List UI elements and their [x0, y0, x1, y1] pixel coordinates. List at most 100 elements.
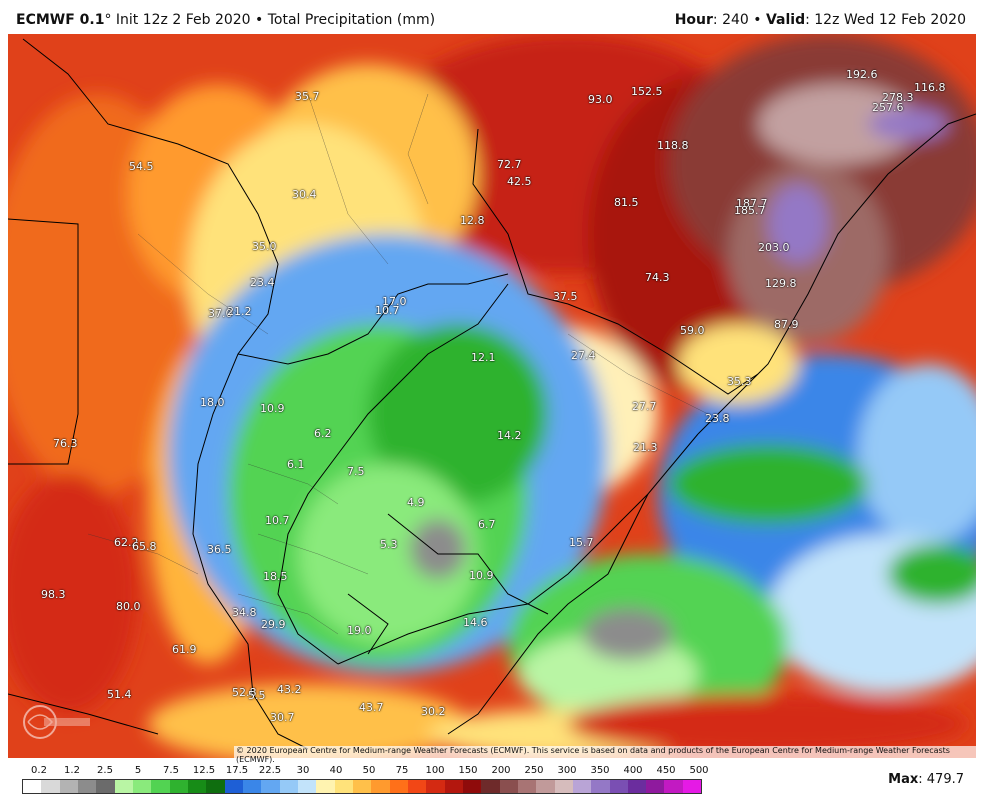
map-value-label: 118.8 [657, 139, 689, 152]
legend-tick-label: 100 [425, 765, 445, 776]
legend-tick-label: 150 [458, 765, 478, 776]
map-value-label: 6.2 [314, 427, 332, 440]
map-value-label: 30.2 [421, 705, 446, 718]
legend-tick-label: 22.5 [258, 765, 282, 776]
legend-swatch [444, 780, 463, 793]
legend-swatch [352, 780, 372, 793]
map-header-left: ECMWF 0.1° Init 12z 2 Feb 2020 • Total P… [16, 12, 435, 28]
map-value-label: 74.3 [645, 271, 670, 284]
map-value-label: 116.8 [914, 81, 946, 94]
legend-swatch [41, 780, 60, 793]
legend-tick-label: 40 [329, 765, 343, 776]
header-bullet-2: • [753, 12, 762, 28]
map-value-label: 30.7 [270, 711, 295, 724]
legend-swatch [646, 780, 665, 793]
legend-swatch [462, 780, 482, 793]
map-value-label: 98.3 [41, 588, 66, 601]
legend-swatch [407, 780, 427, 793]
map-value-label: 81.5 [614, 196, 639, 209]
legend-tick-label: 2.5 [97, 765, 113, 776]
legend-tick-label: 1.2 [64, 765, 80, 776]
legend-swatch [591, 780, 610, 793]
field-name: Total Precipitation (mm) [267, 12, 436, 28]
legend-swatch [389, 780, 408, 793]
legend-swatch [627, 780, 647, 793]
map-value-label: 35.7 [295, 90, 320, 103]
map-value-label: 6.7 [478, 518, 496, 531]
legend-tick-label: 0.2 [31, 765, 47, 776]
map-value-label: 257.6 [872, 101, 904, 114]
map-value-label: 278.3 [882, 91, 914, 104]
valid-value: : 12z Wed 12 Feb 2020 [805, 12, 966, 28]
map-value-label: 27.4 [571, 349, 596, 362]
map-value-label: 35.3 [727, 375, 752, 388]
weather-logo-watermark [23, 705, 90, 739]
map-value-label: 152.5 [631, 85, 663, 98]
map-value-label: 93.0 [588, 93, 613, 106]
map-value-label: 19.0 [347, 624, 372, 637]
map-value-label: 72.7 [497, 158, 522, 171]
map-value-label: 37.0 [208, 307, 233, 320]
map-value-label: 27.7 [632, 400, 657, 413]
degree-symbol: ° [104, 12, 112, 28]
legend-swatch [517, 780, 537, 793]
map-value-label: 51.4 [107, 688, 132, 701]
max-value: Max: 479.7 [888, 772, 964, 787]
map-value-label: 30.4 [292, 188, 317, 201]
map-value-label: 14.2 [497, 429, 522, 442]
map-value-label: 35.0 [252, 240, 277, 253]
legend-tick-label: 300 [557, 765, 577, 776]
model-name: ECMWF 0.1 [16, 12, 105, 28]
map-value-label: 10.9 [469, 569, 494, 582]
map-value-label: 61.9 [172, 643, 197, 656]
map-value-label: 12.8 [460, 214, 485, 227]
legend-tick-label: 50 [362, 765, 376, 776]
map-value-label: 21.2 [227, 305, 252, 318]
legend-tick-label: 400 [623, 765, 643, 776]
map-value-label: 7.5 [347, 465, 365, 478]
precipitation-map: 35.7 93.0 152.5 192.6 116.8 278.3 257.6 … [8, 34, 976, 758]
map-value-label: 18.0 [200, 396, 225, 409]
map-value-label: 192.6 [846, 68, 878, 81]
init-time: Init 12z 2 Feb 2020 [115, 12, 251, 28]
map-value-label: 34.8 [232, 606, 257, 619]
legend-swatch [426, 780, 445, 793]
legend-swatch [609, 780, 628, 793]
map-value-label: 29.9 [261, 618, 286, 631]
legend-swatch [206, 780, 225, 793]
legend-tick-label: 200 [491, 765, 511, 776]
map-value-label: 12.1 [471, 351, 496, 364]
legend-swatch [242, 780, 262, 793]
map-value-label: 6.1 [287, 458, 305, 471]
legend-swatch [499, 780, 518, 793]
legend-tick-label: 500 [689, 765, 709, 776]
precip-field [8, 34, 976, 758]
map-value-label: 187.7 [736, 197, 768, 210]
valid-label: Valid [765, 12, 806, 28]
map-value-label: 54.5 [129, 160, 154, 173]
legend-swatch [371, 780, 390, 793]
map-value-label: 10.9 [260, 402, 285, 415]
legend-tick-label: 7.5 [163, 765, 179, 776]
max-number: : 479.7 [918, 772, 964, 787]
legend-swatch [23, 780, 42, 793]
legend-swatch [169, 780, 188, 793]
map-header-right: Hour: 240 • Valid: 12z Wed 12 Feb 2020 [675, 12, 966, 28]
legend-swatch [224, 780, 243, 793]
map-value-label: 10.7 [375, 304, 400, 317]
map-value-label: 23.4 [250, 276, 275, 289]
map-value-label: 87.9 [774, 318, 799, 331]
map-value-label: 36.5 [207, 543, 232, 556]
legend-tick-label: 12.5 [192, 765, 216, 776]
legend-swatch [554, 780, 573, 793]
legend-tick-label: 450 [656, 765, 676, 776]
map-value-label: 43.2 [277, 683, 302, 696]
map-value-label: 10.7 [265, 514, 290, 527]
legend-swatch [316, 780, 335, 793]
legend-swatch [334, 780, 353, 793]
legend-color-bar [22, 779, 702, 794]
map-value-label: 15.7 [569, 536, 594, 549]
legend-tick-label: 250 [524, 765, 544, 776]
legend-swatch [664, 780, 683, 793]
legend-swatch [77, 780, 97, 793]
